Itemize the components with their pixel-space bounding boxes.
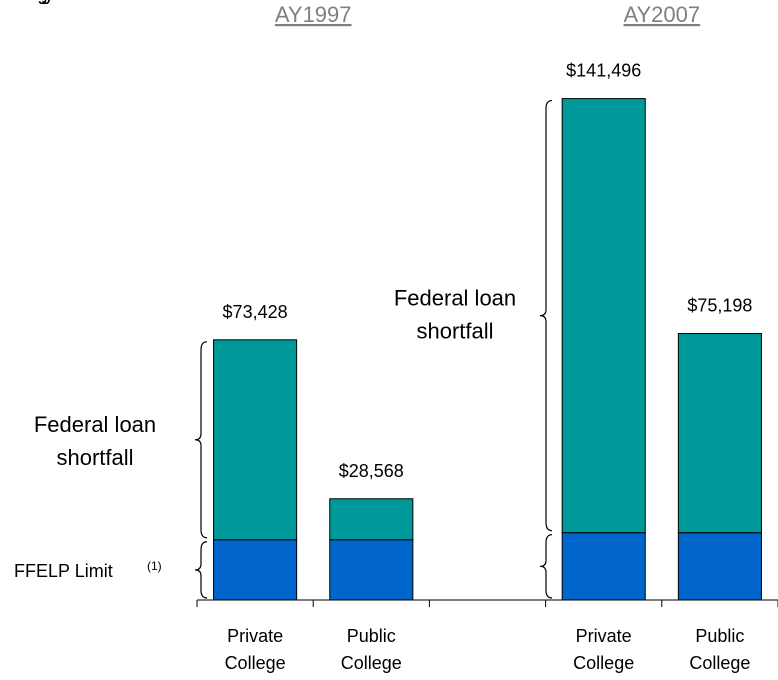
total-label: $73,428 — [223, 302, 288, 322]
brace — [539, 99, 553, 532]
bar-segment — [329, 498, 414, 541]
bar-segment — [329, 539, 414, 601]
brace — [539, 534, 553, 599]
annotation: Federal loan shortfall — [34, 412, 156, 470]
group-title: AY2007 — [623, 2, 700, 27]
annotation: Federal loan shortfall — [394, 286, 516, 344]
bar-segment — [213, 339, 298, 541]
total-label: $141,496 — [566, 61, 641, 81]
bar-segment — [677, 333, 762, 534]
bar-segment — [561, 98, 646, 534]
bar-segment — [561, 532, 646, 601]
annotation: FFELP Limit — [14, 561, 113, 581]
total-label: $75,198 — [687, 296, 752, 316]
brace — [194, 341, 208, 539]
bar-segment — [213, 539, 298, 601]
annotation-note: (1) — [147, 559, 162, 573]
brace — [194, 541, 208, 599]
bar-segment — [677, 532, 762, 601]
group-title: AY1997 — [275, 2, 352, 27]
total-label: $28,568 — [339, 461, 404, 481]
